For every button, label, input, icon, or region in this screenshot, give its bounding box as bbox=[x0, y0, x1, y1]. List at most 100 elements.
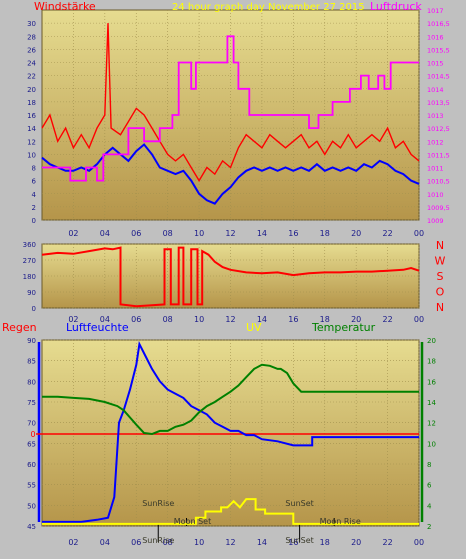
x-tick-label: 08 bbox=[163, 538, 173, 547]
pressure-tick-label: 1012,5 bbox=[427, 125, 450, 133]
x-tick-label: 00 bbox=[414, 538, 424, 547]
x-tick-label: 00 bbox=[414, 315, 424, 324]
x-tick-label: 06 bbox=[131, 229, 141, 238]
rain-label: Regen bbox=[2, 321, 37, 334]
x-tick-label: 22 bbox=[382, 315, 392, 324]
x-tick-label: 18 bbox=[320, 315, 330, 324]
x-tick-label: 20 bbox=[351, 229, 361, 238]
x-tick-label: 10 bbox=[194, 229, 204, 238]
pressure-label: Luftdruck bbox=[370, 0, 422, 13]
compass-label: S bbox=[437, 270, 444, 283]
pressure-tick-label: 1013,5 bbox=[427, 99, 450, 107]
direction-tick-label: 270 bbox=[23, 257, 36, 265]
wind-direction-axis-ticks: 0 90 180 270 360 bbox=[23, 241, 36, 313]
x-tick-label: 02 bbox=[68, 315, 78, 324]
humidity-tick-label: 45 bbox=[27, 523, 36, 531]
humidity-tick-label: 60 bbox=[27, 461, 36, 469]
sun-moon-label: Moon Rise bbox=[320, 517, 361, 526]
sun-moon-label: Moon Set bbox=[174, 517, 211, 526]
pressure-line bbox=[42, 35, 419, 182]
sun-moon-label: SunRise bbox=[142, 499, 174, 508]
wind-tick-label: 20 bbox=[27, 86, 36, 94]
x-tick-label: 12 bbox=[225, 229, 235, 238]
humidity-tick-label: 90 bbox=[27, 337, 36, 345]
compass-label: O bbox=[436, 286, 445, 299]
wind-tick-label: 10 bbox=[27, 151, 36, 159]
x-tick-label: 02 bbox=[68, 538, 78, 547]
temperature-tick-label: 8 bbox=[427, 461, 431, 469]
wind-direction-plot-area bbox=[41, 243, 420, 309]
compass-label: N bbox=[436, 301, 444, 314]
x-tick-label: 04 bbox=[100, 229, 110, 238]
x-tick-label: 16 bbox=[288, 538, 298, 547]
x-tick-label: 18 bbox=[320, 229, 330, 238]
pressure-tick-label: 1010,5 bbox=[427, 178, 450, 186]
pressure-tick-label: 1016 bbox=[427, 33, 444, 41]
pressure-tick-label: 1017 bbox=[427, 7, 444, 15]
temperature-line bbox=[42, 363, 419, 436]
x-tick-label: 16 bbox=[288, 315, 298, 324]
wind-tick-label: 28 bbox=[27, 33, 36, 41]
direction-tick-label: 180 bbox=[23, 273, 36, 281]
humidity-line bbox=[42, 340, 419, 523]
pressure-tick-label: 1016,5 bbox=[427, 20, 450, 28]
x-tick-label: 20 bbox=[351, 538, 361, 547]
pressure-tick-label: 1015,5 bbox=[427, 46, 450, 54]
x-tick-label: 22 bbox=[382, 538, 392, 547]
x-tick-label: 20 bbox=[351, 315, 361, 324]
sun-moon-label: SunSet bbox=[285, 536, 313, 545]
pressure-tick-label: 1010 bbox=[427, 191, 444, 199]
direction-tick-label: 360 bbox=[23, 241, 36, 249]
wind-tick-label: 18 bbox=[27, 99, 36, 107]
wind-tick-label: 2 bbox=[32, 204, 36, 212]
humidity-tick-label: 75 bbox=[27, 399, 36, 407]
x-tick-label: 04 bbox=[100, 315, 110, 324]
wind-label: Windstärke bbox=[34, 0, 96, 13]
humidity-label: Luftfeuchte bbox=[66, 321, 129, 334]
temperature-tick-label: 10 bbox=[427, 440, 436, 448]
x-tick-label: 00 bbox=[414, 229, 424, 238]
wind-tick-label: 16 bbox=[27, 112, 36, 120]
pressure-tick-label: 1009,5 bbox=[427, 204, 450, 212]
wind-tick-label: 22 bbox=[27, 73, 36, 81]
pressure-tick-label: 1014,5 bbox=[427, 73, 450, 81]
sun-moon-markers bbox=[157, 518, 335, 542]
pressure-tick-label: 1011,5 bbox=[427, 151, 450, 159]
temperature-tick-label: 20 bbox=[427, 337, 436, 345]
wind-tick-label: 30 bbox=[27, 20, 36, 28]
wind-tick-label: 4 bbox=[32, 191, 37, 199]
compass-label: N bbox=[436, 239, 444, 252]
x-tick-label: 10 bbox=[194, 538, 204, 547]
x-tick-label: 02 bbox=[68, 229, 78, 238]
humidity-tick-label: 70 bbox=[27, 420, 36, 428]
temperature-tick-label: 6 bbox=[427, 482, 432, 490]
wind-tick-label: 24 bbox=[27, 60, 36, 68]
rain-humidity-x-ticks: 02 04 06 08 10 12 14 16 18 20 22 00 bbox=[68, 538, 424, 547]
humidity-axis-ticks: 45 50 55 60 65 70 75 80 85 90 0 bbox=[27, 337, 41, 531]
pressure-tick-label: 1012 bbox=[427, 138, 444, 146]
humidity-tick-label: 50 bbox=[27, 502, 36, 510]
temperature-tick-label: 16 bbox=[427, 378, 436, 386]
x-tick-label: 10 bbox=[194, 315, 204, 324]
uv-line bbox=[42, 498, 419, 525]
humidity-tick-label: 80 bbox=[27, 378, 36, 386]
humidity-tick-label: 65 bbox=[27, 440, 36, 448]
wind-tick-label: 6 bbox=[32, 178, 37, 186]
pressure-tick-label: 1015 bbox=[427, 60, 444, 68]
direction-line bbox=[41, 246, 420, 308]
wind-direction-x-ticks: 02 04 06 08 10 12 14 16 18 20 22 00 bbox=[68, 315, 424, 324]
gust-line bbox=[41, 23, 420, 182]
x-tick-label: 16 bbox=[288, 229, 298, 238]
x-tick-label: 12 bbox=[225, 538, 235, 547]
temperature-tick-label: 14 bbox=[427, 399, 436, 407]
sun-moon-label: SunRise bbox=[142, 536, 174, 545]
pressure-tick-label: 1014 bbox=[427, 86, 444, 94]
x-tick-label: 14 bbox=[257, 538, 267, 547]
uv-label: UV bbox=[246, 321, 262, 334]
sun-moon-label: SunSet bbox=[285, 499, 313, 508]
